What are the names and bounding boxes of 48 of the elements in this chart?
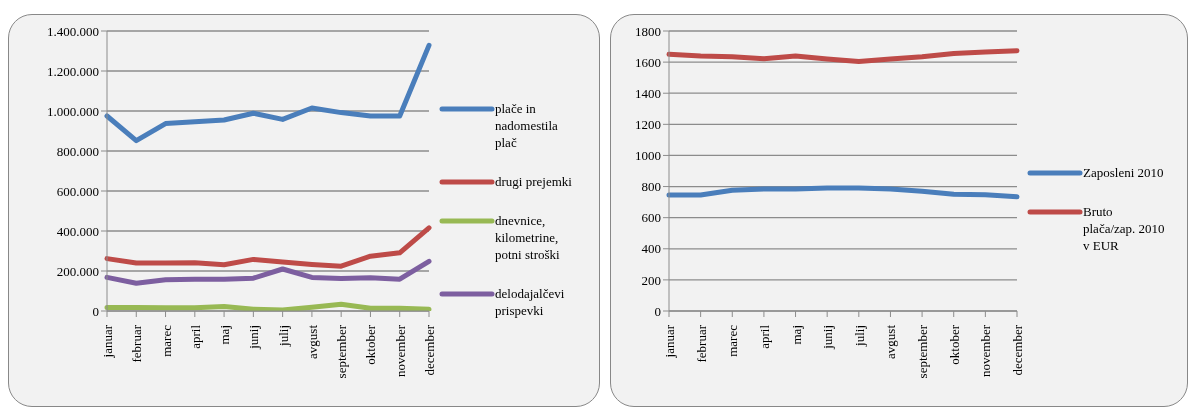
legend-label: plače in nadomestila plač xyxy=(495,99,559,151)
y-tick-label: 800 xyxy=(641,179,661,195)
x-tick-label: julij xyxy=(275,325,291,347)
y-tick-label: 600.000 xyxy=(56,183,99,199)
y-tick-label: 600 xyxy=(641,210,661,226)
x-tick-label: november xyxy=(978,324,994,377)
x-tick-label: januar xyxy=(662,324,677,359)
y-tick-label: 1.400.000 xyxy=(47,23,99,39)
x-tick-label: junij xyxy=(246,325,262,350)
x-tick-label: februar xyxy=(129,324,145,363)
y-tick-label: 1800 xyxy=(635,23,661,39)
x-tick-label: junij xyxy=(820,325,836,350)
x-tick-label: april xyxy=(187,324,203,349)
x-tick-label: maj xyxy=(217,325,233,345)
x-tick-label: oktober xyxy=(946,324,962,365)
y-tick-label: 1.200.000 xyxy=(47,63,99,79)
y-tick-label: 1200 xyxy=(635,116,661,132)
legend-label: delodajalčevi prispevki xyxy=(495,284,566,319)
x-tick-label: december xyxy=(422,324,437,376)
y-tick-label: 200.000 xyxy=(56,263,99,279)
x-tick-label: oktober xyxy=(363,324,379,365)
y-tick-label: 1600 xyxy=(635,54,661,70)
x-tick-label: marec xyxy=(158,324,174,357)
x-tick-label: april xyxy=(756,324,772,349)
x-tick-label: julij xyxy=(851,325,867,347)
legend-label: dnevnice, kilometrine, potni stroški xyxy=(495,211,561,263)
x-tick-label: avgust xyxy=(883,324,899,359)
y-tick-label: 800.000 xyxy=(56,143,99,159)
y-tick-label: 1400 xyxy=(635,85,661,101)
y-tick-label: 1.000.000 xyxy=(47,103,99,119)
y-tick-label: 400.000 xyxy=(56,223,99,239)
x-tick-label: februar xyxy=(693,324,709,363)
x-tick-label: maj xyxy=(788,325,804,345)
x-tick-label: september xyxy=(915,324,931,379)
legend-label: Bruto plača/zap. 2010 v EUR xyxy=(1083,203,1166,254)
x-tick-label: januar xyxy=(100,324,115,359)
x-tick-label: november xyxy=(392,324,408,377)
x-tick-label: december xyxy=(1010,324,1025,376)
y-tick-label: 0 xyxy=(92,303,99,319)
legend-label: Zaposleni 2010 xyxy=(1083,164,1165,181)
y-tick-label: 0 xyxy=(654,303,661,319)
y-tick-label: 400 xyxy=(641,241,661,257)
x-tick-label: marec xyxy=(725,324,741,357)
y-tick-label: 200 xyxy=(641,272,661,288)
x-tick-label: avgust xyxy=(304,324,320,359)
y-tick-label: 1000 xyxy=(635,148,661,164)
x-tick-label: september xyxy=(334,324,350,379)
legend-label: drugi prejemki xyxy=(495,172,573,190)
